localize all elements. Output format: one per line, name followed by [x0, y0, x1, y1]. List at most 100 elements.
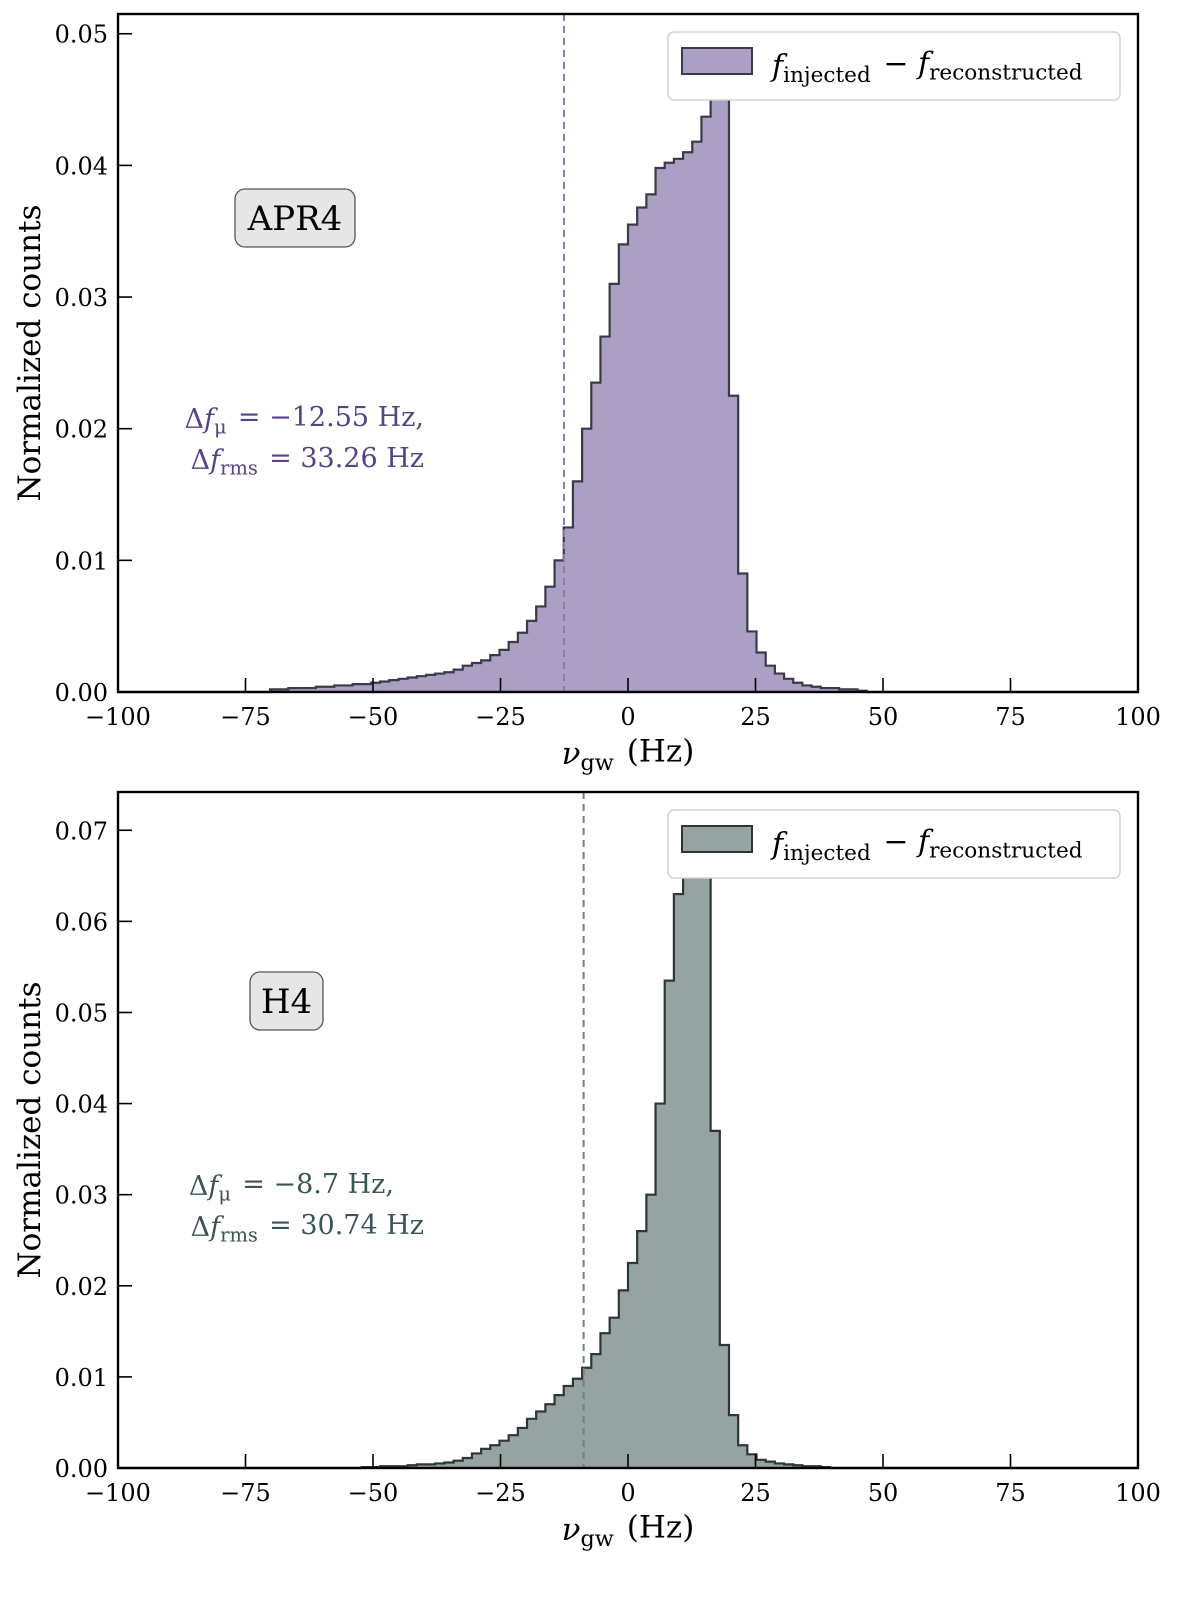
- histogram-bar: [453, 1460, 464, 1468]
- histogram-bar: [673, 894, 684, 1468]
- panel-label-box: [234, 188, 356, 248]
- histogram-bar: [774, 673, 785, 692]
- histogram-bar: [334, 685, 344, 692]
- histogram-bar: [582, 428, 592, 692]
- histogram-bar: [692, 141, 702, 692]
- histogram-bar: [536, 1411, 546, 1468]
- text-part: [1083, 822, 1086, 857]
- histogram-bar: [563, 527, 574, 692]
- subscript: reconstructed: [929, 61, 1083, 86]
- histogram-bar: [545, 586, 555, 692]
- legend-box: [667, 31, 1121, 101]
- histogram-bar: [554, 1395, 565, 1468]
- panel-label: APR4: [247, 199, 343, 239]
- histogram-bar: [829, 688, 840, 692]
- histogram-bar: [820, 688, 831, 692]
- legend-box: [667, 809, 1121, 879]
- histogram-bar: [811, 686, 822, 692]
- x-tick-label: −50: [348, 703, 399, 731]
- x-tick-label: −100: [85, 703, 151, 731]
- histogram-bar: [683, 848, 693, 1468]
- x-tick-label: 0: [620, 703, 635, 731]
- histogram-bar: [426, 1464, 436, 1468]
- histogram-bar: [646, 194, 656, 693]
- histogram-bar: [563, 1386, 574, 1468]
- subscript: gw: [580, 750, 613, 776]
- histogram-bar: [747, 631, 757, 692]
- histogram-bar: [802, 685, 812, 692]
- y-tick-label: 0.04: [55, 152, 108, 180]
- text-part: = 33.26 Hz: [261, 443, 424, 474]
- histogram-bar: [701, 116, 712, 692]
- histogram-bar: [499, 1440, 510, 1468]
- text-part: = −8.7 Hz,: [234, 1169, 394, 1200]
- histogram-bar: [701, 825, 712, 1468]
- histogram-bar: [618, 244, 629, 692]
- histogram-bar: [517, 1427, 528, 1468]
- x-tick-label: 25: [740, 703, 771, 731]
- y-tick-label: 0.01: [55, 547, 108, 575]
- histogram-bars: [361, 825, 831, 1468]
- histogram-bar: [591, 382, 601, 692]
- histogram-bar: [637, 207, 647, 692]
- histogram-bar: [628, 1263, 638, 1468]
- x-tick-label: 75: [995, 1479, 1026, 1507]
- legend-label: finjected − freconstructed: [770, 44, 1086, 88]
- x-tick-label: −25: [475, 1479, 526, 1507]
- y-tick-label: 0.06: [55, 908, 108, 936]
- text-part: Δ: [191, 1212, 211, 1243]
- histogram-bar: [618, 1290, 629, 1468]
- histogram-bar: [444, 672, 454, 692]
- histogram-bar: [490, 655, 500, 692]
- y-tick-label: 0.03: [55, 284, 108, 312]
- subscript: reconstructed: [929, 839, 1083, 864]
- histogram-bar: [527, 1418, 537, 1468]
- subscript: gw: [580, 1526, 613, 1552]
- y-tick-label: 0.07: [55, 817, 108, 845]
- histogram-bar: [728, 1415, 739, 1468]
- y-tick-label: 0.04: [55, 1091, 108, 1119]
- histogram-bar: [572, 481, 583, 692]
- histogram-bar: [508, 1435, 519, 1468]
- histogram-bar: [710, 1130, 721, 1468]
- text-part: (Hz): [617, 734, 694, 770]
- histogram-bar: [527, 620, 537, 692]
- x-tick-label: 100: [1115, 1479, 1161, 1507]
- y-axis-title: Normalized counts: [12, 981, 48, 1278]
- histogram-bar: [719, 99, 730, 692]
- histogram-bar: [628, 224, 638, 692]
- histogram-bar: [664, 162, 675, 693]
- histogram-bar: [288, 688, 298, 692]
- symbol: ν: [562, 736, 581, 772]
- histogram-bar: [306, 688, 317, 692]
- histogram-bar: [554, 560, 565, 692]
- histogram-bar: [646, 1194, 656, 1468]
- y-tick-label: 0.02: [55, 1273, 108, 1301]
- x-tick-label: −75: [220, 1479, 271, 1507]
- x-tick-label: −100: [85, 1479, 151, 1507]
- histogram-bar: [407, 677, 418, 692]
- legend-swatch: [681, 825, 753, 853]
- histogram-bar: [756, 1459, 767, 1468]
- subscript: μ: [214, 415, 227, 438]
- stats-annotation-line: Δfμ = −12.55 Hz,: [185, 402, 425, 439]
- histogram-bar: [426, 674, 436, 692]
- x-tick-label: −50: [348, 1479, 399, 1507]
- histogram-bars: [269, 50, 868, 693]
- histogram-bar: [325, 686, 335, 692]
- histogram-bar: [315, 686, 326, 692]
- x-tick-label: 0: [620, 1479, 635, 1507]
- histogram-bar: [839, 689, 849, 692]
- histogram-bar: [784, 1464, 794, 1468]
- text-part: Δ: [185, 404, 205, 435]
- histogram-bar: [398, 678, 409, 692]
- histogram-bar: [453, 669, 464, 692]
- histogram-bar: [517, 632, 528, 692]
- x-tick-label: −25: [475, 703, 526, 731]
- histogram-bar: [490, 1445, 500, 1468]
- text-part: −: [874, 47, 918, 82]
- text-part: [1083, 44, 1086, 79]
- histogram-bar: [609, 283, 620, 692]
- histogram-bar: [572, 1378, 583, 1468]
- histogram-bar: [793, 682, 803, 692]
